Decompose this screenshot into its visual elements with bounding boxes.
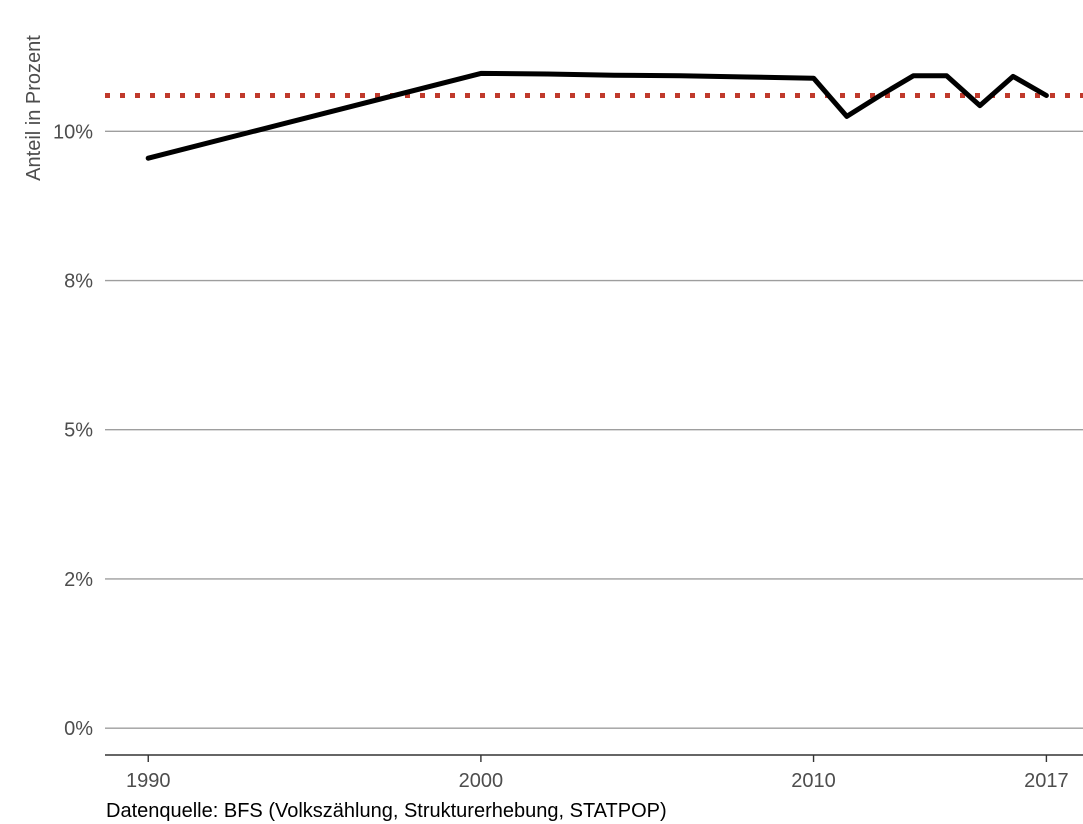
chart-caption: Datenquelle: BFS (Volkszählung, Struktur… [106,800,667,822]
gridlines [105,130,1083,729]
y-axis-title: Anteil in Prozent [23,35,45,181]
y-tick-label: 8% [64,271,93,293]
x-tick-label: 2000 [459,770,504,792]
y-tick-label: 5% [64,420,93,442]
y-tick-label: 10% [53,121,93,143]
x-axis [105,754,1083,762]
series-line [145,70,1049,161]
x-tick-label: 2010 [791,770,836,792]
series-lines [145,70,1049,161]
y-tick-label: 2% [64,569,93,591]
x-tick-label: 1990 [126,770,171,792]
x-axis-tick-labels: 1990 2000 2010 2017 [126,770,1069,792]
y-tick-label: 0% [64,718,93,740]
y-axis-tick-labels: 0%2%5%8%10%12% [53,121,93,740]
x-tick-label: 2017 [1024,770,1069,792]
